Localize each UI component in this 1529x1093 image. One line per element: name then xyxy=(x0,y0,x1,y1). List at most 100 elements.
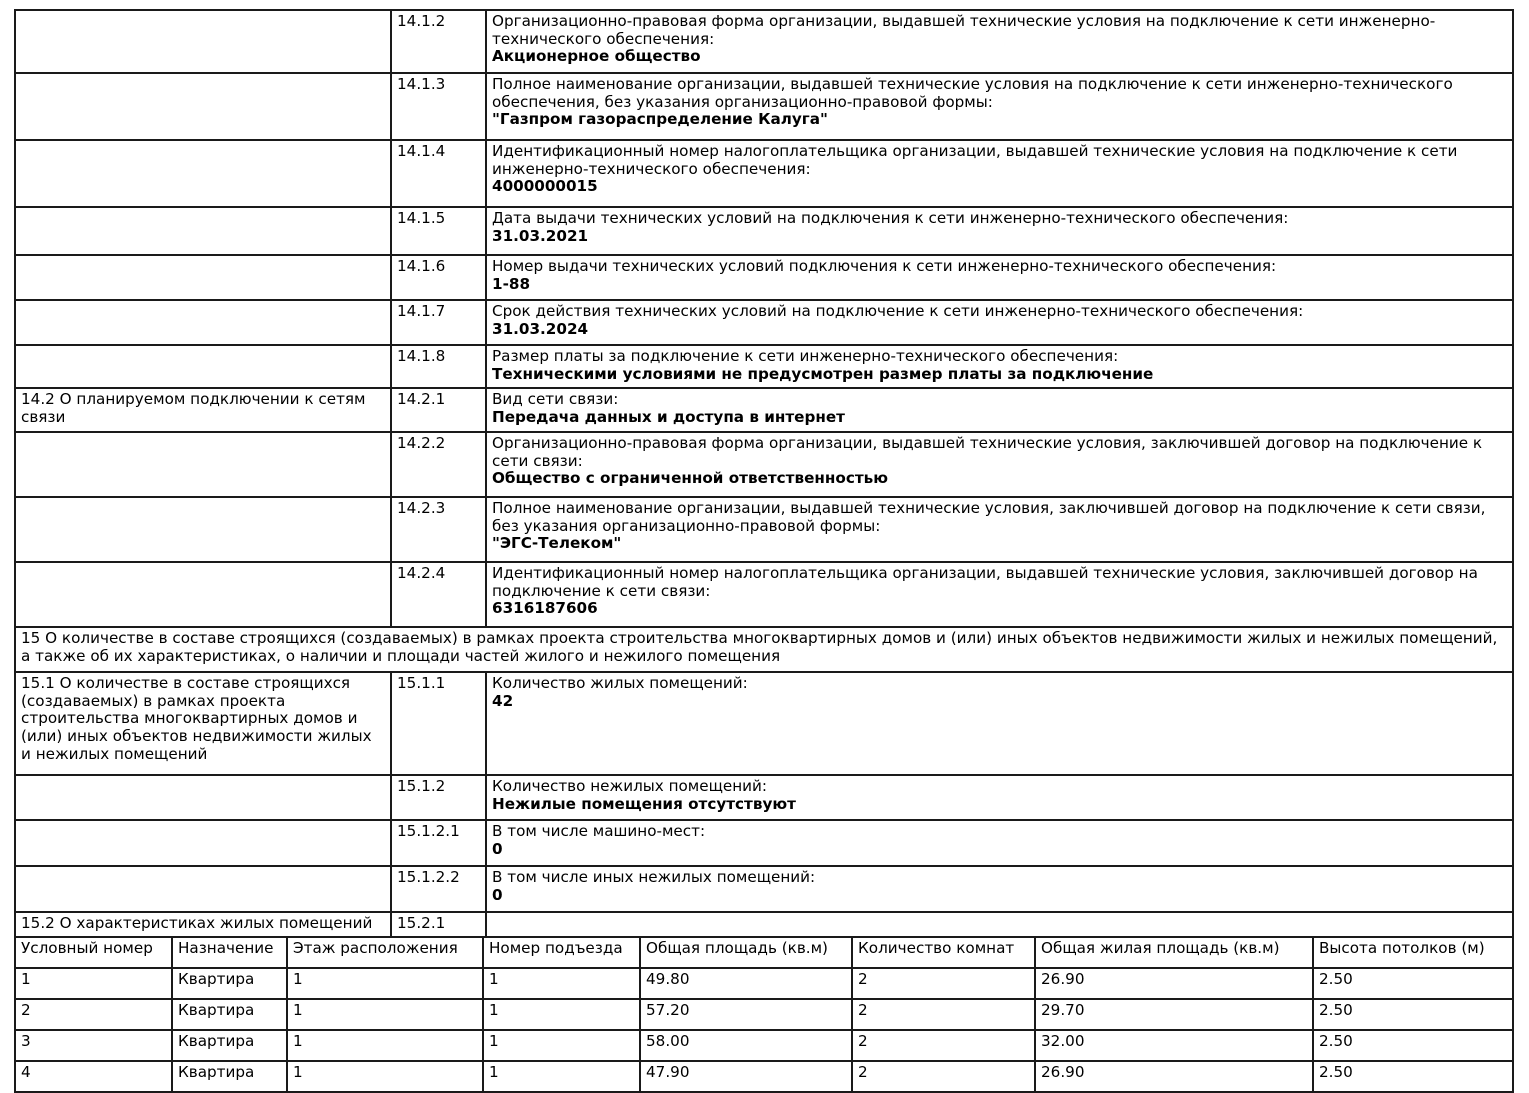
cell-rooms-count: 2 xyxy=(851,1029,1036,1062)
row-index: 14.2.4 xyxy=(390,561,487,628)
row-value: 1-88 xyxy=(492,274,531,293)
cell-living-area: 32.00 xyxy=(1034,1029,1314,1062)
row-label-cell xyxy=(14,9,392,74)
row-value-cell: Размер платы за подключение к сети инжен… xyxy=(485,344,1514,389)
table-row: 14.1.2 Организационно-правовая форма орг… xyxy=(14,9,1514,74)
row-index: 15.1.2.1 xyxy=(390,819,487,867)
cell-conditional-number: 1 xyxy=(14,967,173,1000)
row-value: "ЭГС-Телеком" xyxy=(492,534,622,553)
cell-total-area: 58.00 xyxy=(639,1029,853,1062)
row-description: Идентификационный номер налогоплательщик… xyxy=(492,142,1458,178)
row-index: 14.1.8 xyxy=(390,344,487,389)
row-value-cell: Организационно-правовая форма организаци… xyxy=(485,431,1514,498)
row-value: 31.03.2024 xyxy=(492,319,589,338)
column-header-living-area: Общая жилая площадь (кв.м) xyxy=(1034,936,1314,969)
table-row: 14.2.2 Организационно-правовая форма орг… xyxy=(14,431,1514,498)
row-value-cell: Срок действия технических условий на под… xyxy=(485,299,1514,346)
row-label-cell xyxy=(14,72,392,141)
row-value-cell: Идентификационный номер налогоплательщик… xyxy=(485,139,1514,208)
row-label-cell xyxy=(14,206,392,256)
row-value: 4000000015 xyxy=(492,177,598,196)
row-label-cell xyxy=(14,561,392,628)
cell-rooms-count: 2 xyxy=(851,998,1036,1031)
cell-floor: 1 xyxy=(286,998,484,1031)
column-header-rooms-count: Количество комнат xyxy=(851,936,1036,969)
cell-total-area: 47.90 xyxy=(639,1060,853,1093)
row-description: Полное наименование организации, выдавше… xyxy=(492,499,1486,535)
row-description: Идентификационный номер налогоплательщик… xyxy=(492,564,1478,600)
table-row: 4 Квартира 1 1 47.90 2 26.90 2.50 xyxy=(14,1060,1514,1093)
cell-ceiling-height: 2.50 xyxy=(1312,967,1514,1000)
section-label-15-1: 15.1 О количестве в составе строящихся (… xyxy=(14,671,392,776)
row-value: 0 xyxy=(492,885,503,904)
row-value: "Газпром газораспределение Калуга" xyxy=(492,110,828,129)
cell-purpose: Квартира xyxy=(171,967,288,1000)
row-value-cell: В том числе иных нежилых помещений: 0 xyxy=(485,865,1514,913)
table-row: 15 О количестве в составе строящихся (со… xyxy=(14,626,1514,673)
section-label-14-2: 14.2 О планируемом подключении к сетям с… xyxy=(14,387,392,433)
row-value-cell: Полное наименование организации, выдавше… xyxy=(485,496,1514,563)
table-row: 14.1.5 Дата выдачи технических условий н… xyxy=(14,206,1514,256)
row-label-cell xyxy=(14,865,392,913)
cell-floor: 1 xyxy=(286,1029,484,1062)
row-description: Организационно-правовая форма организаци… xyxy=(492,12,1436,48)
row-description: В том числе машино-мест: xyxy=(492,822,706,840)
table-row: 15.1 О количестве в составе строящихся (… xyxy=(14,671,1514,776)
section-banner-15: 15 О количестве в составе строящихся (со… xyxy=(14,626,1514,673)
row-description: Организационно-правовая форма организаци… xyxy=(492,434,1483,470)
row-label-cell xyxy=(14,299,392,346)
cell-total-area: 49.80 xyxy=(639,967,853,1000)
row-description: Дата выдачи технических условий на подкл… xyxy=(492,209,1289,227)
table-row: 15.1.2.2 В том числе иных нежилых помеще… xyxy=(14,865,1514,913)
table-row: 15.2 О характеристиках жилых помещений 1… xyxy=(14,911,1514,938)
row-value-cell: В том числе машино-мест: 0 xyxy=(485,819,1514,867)
row-label-cell xyxy=(14,254,392,301)
row-description: Номер выдачи технических условий подключ… xyxy=(492,257,1277,275)
table-row: 14.1.3 Полное наименование организации, … xyxy=(14,72,1514,141)
column-header-floor: Этаж расположения xyxy=(286,936,484,969)
cell-floor: 1 xyxy=(286,1060,484,1093)
cell-purpose: Квартира xyxy=(171,998,288,1031)
row-value-cell: Вид сети связи: Передача данных и доступ… xyxy=(485,387,1514,433)
table-row: 14.2.4 Идентификационный номер налогопла… xyxy=(14,561,1514,628)
cell-entrance-number: 1 xyxy=(482,1029,641,1062)
row-index: 14.2.3 xyxy=(390,496,487,563)
row-label-cell xyxy=(14,774,392,821)
row-value: 42 xyxy=(492,691,514,710)
cell-rooms-count: 2 xyxy=(851,1060,1036,1093)
table-row: 14.2.3 Полное наименование организации, … xyxy=(14,496,1514,563)
column-header-ceiling-height: Высота потолков (м) xyxy=(1312,936,1514,969)
column-header-entrance-number: Номер подъезда xyxy=(482,936,641,969)
row-index: 15.2.1 xyxy=(390,911,487,938)
row-label-cell xyxy=(14,819,392,867)
table-row: 14.2 О планируемом подключении к сетям с… xyxy=(14,387,1514,433)
row-index: 14.1.5 xyxy=(390,206,487,256)
row-index: 14.1.6 xyxy=(390,254,487,301)
row-value-cell: Количество жилых помещений: 42 xyxy=(485,671,1514,776)
row-description: Количество нежилых помещений: xyxy=(492,777,768,795)
table-row: 14.1.7 Срок действия технических условий… xyxy=(14,299,1514,346)
row-index: 14.2.1 xyxy=(390,387,487,433)
row-value: Акционерное общество xyxy=(492,47,701,66)
row-value-cell: Организационно-правовая форма организаци… xyxy=(485,9,1514,74)
column-header-conditional-number: Условный номер xyxy=(14,936,173,969)
row-value-cell: Количество нежилых помещений: Нежилые по… xyxy=(485,774,1514,821)
row-label-cell xyxy=(14,139,392,208)
cell-living-area: 26.90 xyxy=(1034,1060,1314,1093)
table-row: 1 Квартира 1 1 49.80 2 26.90 2.50 xyxy=(14,967,1514,1000)
cell-ceiling-height: 2.50 xyxy=(1312,998,1514,1031)
column-header-total-area: Общая площадь (кв.м) xyxy=(639,936,853,969)
row-value: Передача данных и доступа в интернет xyxy=(492,407,845,426)
cell-total-area: 57.20 xyxy=(639,998,853,1031)
row-value: Техническими условиями не предусмотрен р… xyxy=(492,364,1154,383)
declaration-table: 14.1.2 Организационно-правовая форма орг… xyxy=(14,9,1514,938)
row-description: Количество жилых помещений: xyxy=(492,674,748,692)
cell-conditional-number: 4 xyxy=(14,1060,173,1093)
table-row: 15.1.2 Количество нежилых помещений: Неж… xyxy=(14,774,1514,821)
table-row: 3 Квартира 1 1 58.00 2 32.00 2.50 xyxy=(14,1029,1514,1062)
row-index: 14.1.7 xyxy=(390,299,487,346)
row-value-cell: Дата выдачи технических условий на подкл… xyxy=(485,206,1514,256)
row-value: 0 xyxy=(492,839,503,858)
row-label-cell xyxy=(14,496,392,563)
